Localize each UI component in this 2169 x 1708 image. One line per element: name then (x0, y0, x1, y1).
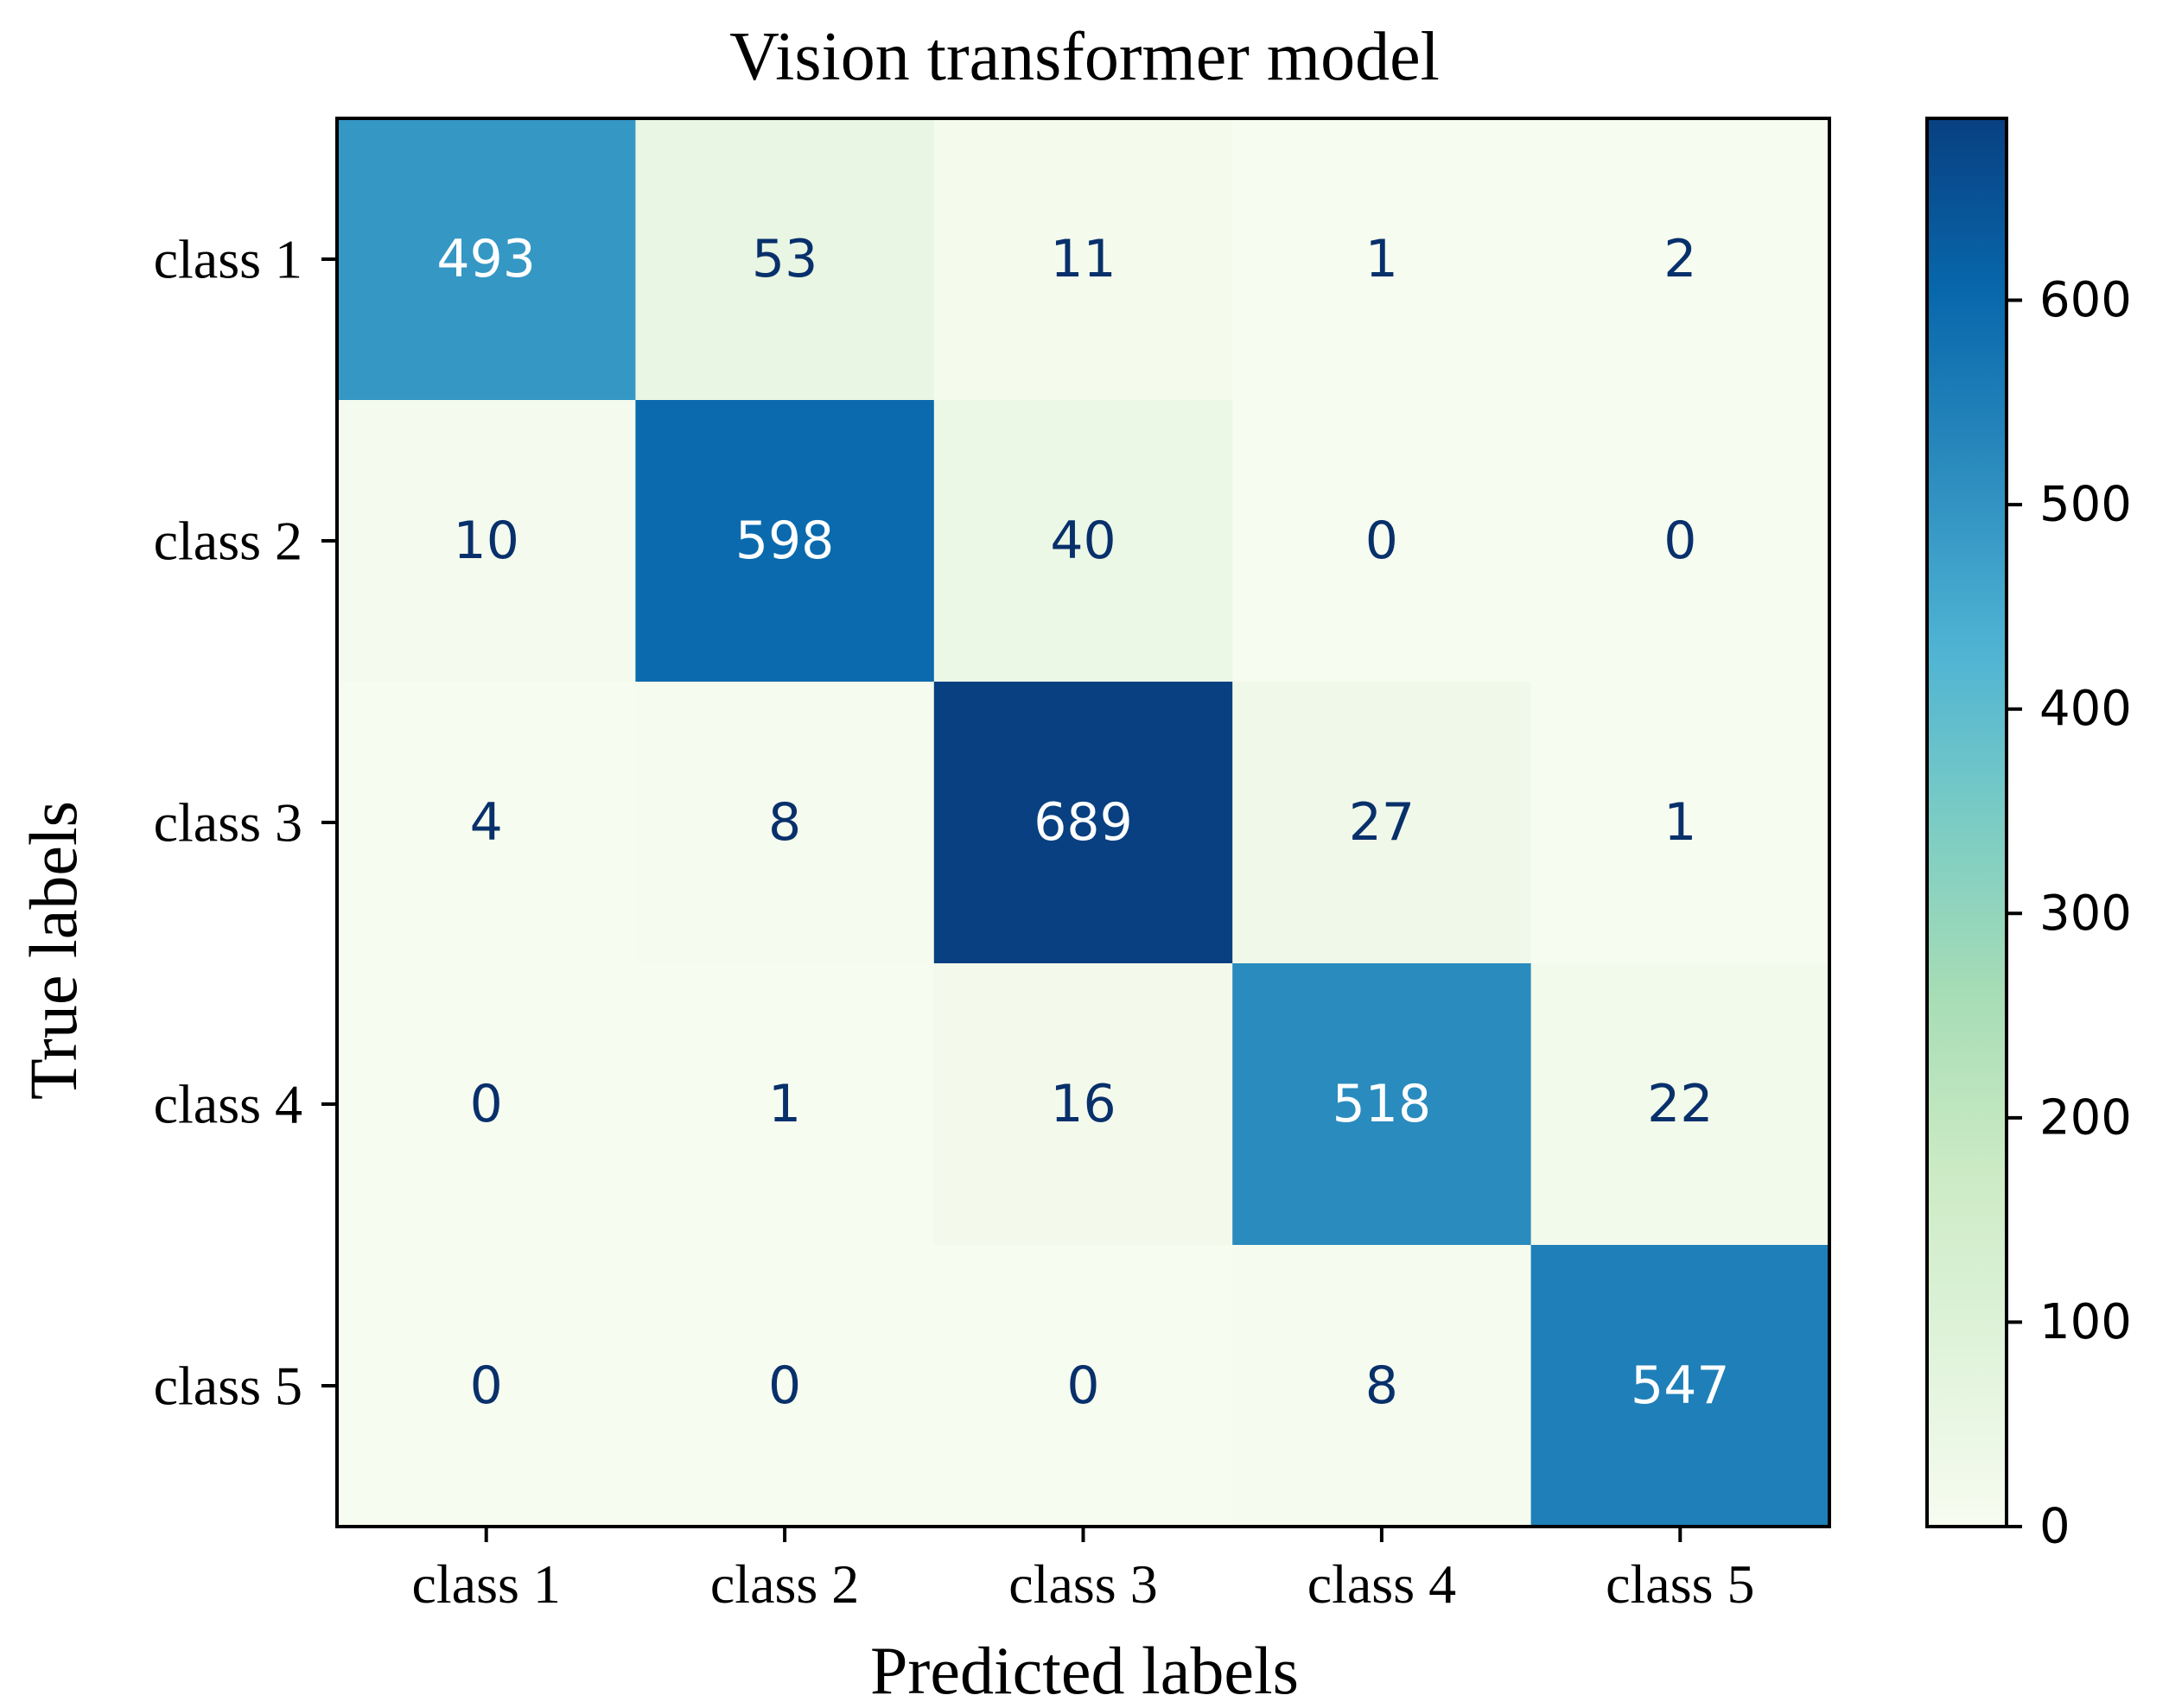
cell-value-label: 0 (470, 1356, 503, 1416)
cell-value-label: 8 (1365, 1356, 1398, 1416)
x-tick-label: class 5 (1606, 1553, 1754, 1615)
heatmap-cell (337, 118, 636, 401)
heatmap-cell (635, 118, 935, 401)
cell-value-label: 0 (1066, 1356, 1099, 1416)
colorbar-gradient (1927, 118, 2007, 1527)
y-tick-label: class 3 (154, 792, 302, 854)
heatmap-cell (933, 400, 1233, 683)
heatmap-cell (1530, 963, 1830, 1246)
y-axis-ticks: class 1 class 2 class 3 class 4 class 5 (154, 229, 337, 1417)
heatmap-cell (1530, 118, 1830, 401)
x-axis-ticks: class 1 class 2 class 3 class 4 class 5 (411, 1527, 1755, 1615)
colorbar-tick-label: 400 (2039, 681, 2132, 737)
x-axis-label: Predicted labels (870, 1633, 1299, 1708)
y-tick-label: class 5 (154, 1356, 302, 1417)
heatmap-cell (1530, 682, 1830, 964)
x-tick-label: class 3 (1008, 1553, 1157, 1615)
heatmap-cell (1232, 682, 1532, 964)
heatmap-cell (337, 400, 636, 683)
heatmap-cell (635, 1245, 935, 1527)
heatmap-cell (635, 400, 935, 683)
y-tick-label: class 4 (154, 1074, 302, 1135)
cell-value-label: 0 (1663, 511, 1696, 571)
cell-value-label: 40 (1050, 511, 1116, 571)
heatmap-cell (1232, 118, 1532, 401)
cell-value-label: 0 (768, 1356, 801, 1416)
heatmap-cell (635, 682, 935, 964)
heatmap-cell (1530, 1245, 1830, 1527)
colorbar-tick-label: 300 (2039, 886, 2132, 942)
cell-value-label: 598 (735, 511, 835, 571)
heatmap-cell (1530, 400, 1830, 683)
cell-value-label: 493 (436, 229, 536, 289)
y-tick-label: class 1 (154, 229, 302, 290)
cell-value-label: 0 (470, 1074, 503, 1134)
heatmap-cell (635, 963, 935, 1246)
heatmap-cell (933, 682, 1233, 964)
x-tick-label: class 1 (411, 1553, 560, 1615)
cell-value-label: 27 (1349, 792, 1415, 853)
y-tick-label: class 2 (154, 511, 302, 572)
heatmap-cell (337, 963, 636, 1246)
cell-value-label: 8 (768, 792, 801, 853)
x-tick-label: class 2 (710, 1553, 859, 1615)
cell-value-label: 16 (1050, 1074, 1116, 1134)
cell-value-label: 547 (1631, 1356, 1730, 1416)
x-tick-label: class 4 (1307, 1553, 1456, 1615)
colorbar-frame (1925, 117, 2008, 1528)
cell-value-label: 22 (1647, 1074, 1713, 1134)
cell-value-label: 4 (470, 792, 503, 853)
cell-value-label: 10 (454, 511, 519, 571)
colorbar-tick-label: 500 (2039, 477, 2132, 533)
cell-value-label: 11 (1050, 229, 1116, 289)
heatmap-cell (1232, 400, 1532, 683)
chart-title: Vision transformer model (729, 19, 1440, 95)
cell-value-label: 689 (1034, 792, 1133, 853)
plot-frame (335, 117, 1831, 1528)
heatmap-cell (1232, 963, 1532, 1246)
y-axis-label: True labels (16, 801, 91, 1100)
cell-value-label: 1 (1365, 229, 1398, 289)
cell-value-label: 1 (1663, 792, 1696, 853)
colorbar-tick-label: 0 (2039, 1499, 2070, 1555)
colorbar-ticks: 0 100 200 300 400 500 600 (2007, 272, 2132, 1555)
cell-value-label: 1 (768, 1074, 801, 1134)
heatmap-cell (1232, 1245, 1532, 1527)
cell-value-label: 53 (752, 229, 817, 289)
colorbar-tick-label: 200 (2039, 1089, 2132, 1146)
cell-value-label: 518 (1333, 1074, 1432, 1134)
heatmap-cell (337, 682, 636, 964)
cell-value-label: 2 (1663, 229, 1696, 289)
heatmap-cell (933, 963, 1233, 1246)
heatmap-cell (933, 118, 1233, 401)
cell-value-label: 0 (1365, 511, 1398, 571)
colorbar-tick-label: 600 (2039, 272, 2132, 328)
heatmap-cell (933, 1245, 1233, 1527)
colorbar-tick-label: 100 (2039, 1294, 2132, 1350)
heatmap-cells: 493 53 11 1 210 598 40 0 04 8 689 27 10 1 16 518 220 0 0 8 5… (337, 118, 1830, 1527)
heatmap-cell (337, 1245, 636, 1527)
